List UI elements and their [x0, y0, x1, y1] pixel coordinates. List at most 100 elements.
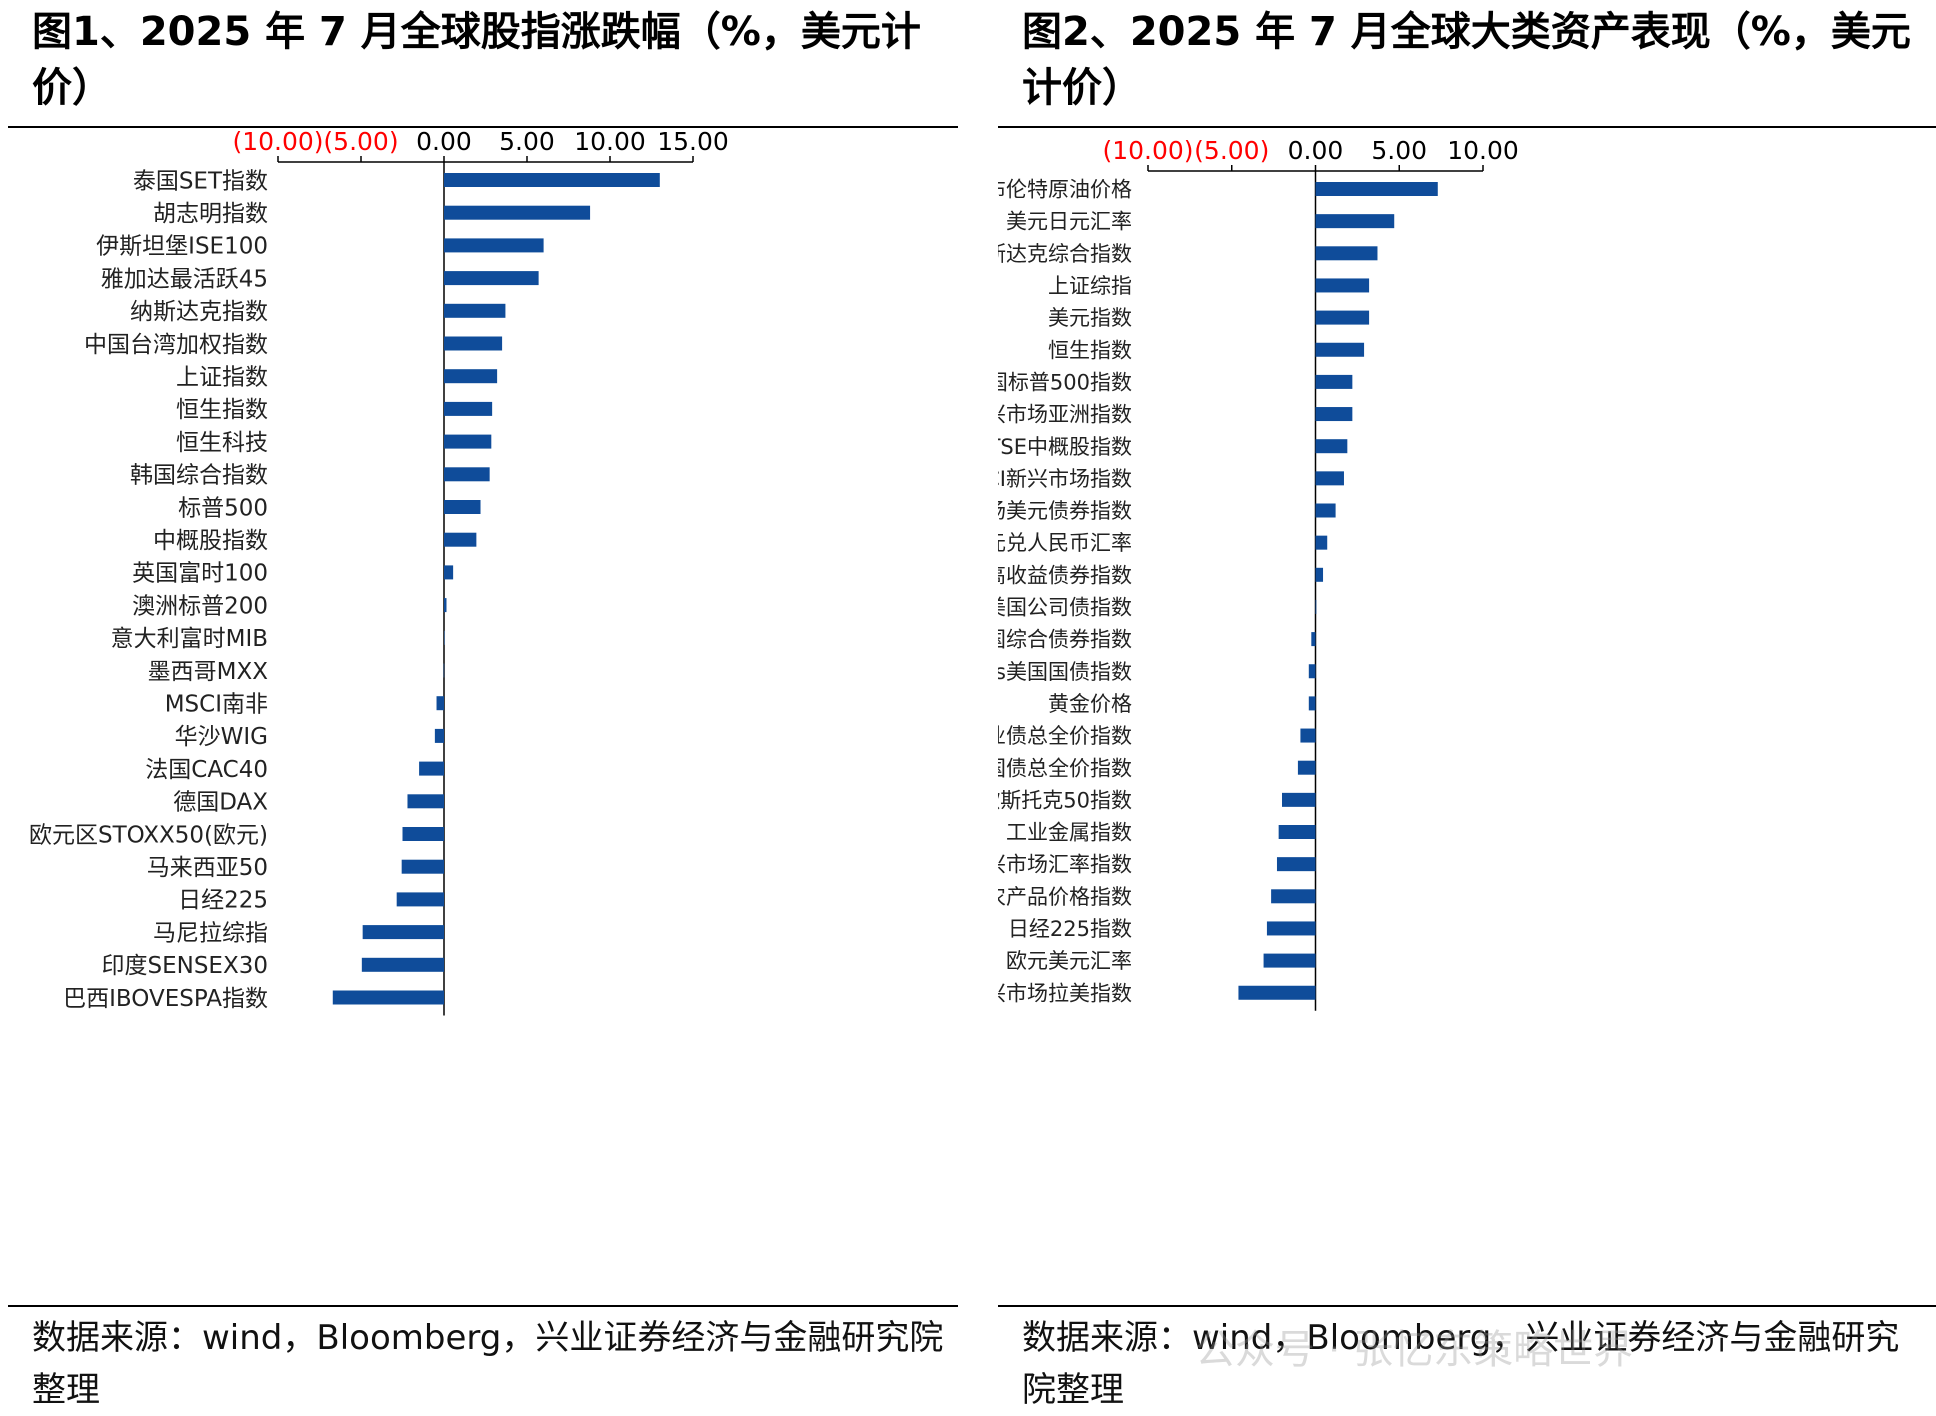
bar: [1315, 342, 1365, 357]
bar: [444, 369, 498, 384]
category-label: 中国台湾加权指数: [84, 332, 268, 358]
category-label: MSCI新兴市场指数: [998, 467, 1132, 491]
category-label: 马来西亚50: [147, 855, 268, 881]
bar: [1315, 535, 1328, 550]
chart-panel-2: 图2、2025 年 7 月全球大类资产表现（%，美元计价） (10.00) (5.…: [998, 0, 1936, 1413]
category-label: 欧元区STOXX50(欧元): [29, 822, 268, 848]
bar: [434, 728, 444, 743]
bar: [444, 271, 539, 286]
bar: [1315, 182, 1438, 196]
bar: [1311, 632, 1316, 647]
bar: [444, 401, 493, 416]
source-note: 数据来源：wind，Bloomberg，兴业证券经济与金融研究院整理: [1022, 1318, 1900, 1410]
category-label: 意大利富时MIB: [111, 626, 268, 652]
source-rule: [998, 1305, 1936, 1307]
bar: [1282, 792, 1316, 807]
bar: [1315, 471, 1344, 486]
category-label: 巴西IBOVESPA指数: [63, 986, 268, 1012]
category-label: 上证指数: [176, 364, 268, 390]
category-label: MSCI新兴市场拉美指数: [998, 981, 1132, 1005]
category-label: MSCI新兴市场亚洲指数: [998, 403, 1132, 427]
category-label: 恒生科技: [176, 430, 268, 456]
category-label: S&P/GSCI 工业金属指数: [998, 821, 1132, 845]
x-tick-label: (10.00): [232, 130, 323, 156]
x-tick-label: 10.00: [574, 130, 646, 156]
category-label: Barclays美国综合债券指数: [998, 628, 1132, 652]
bar: [443, 663, 445, 678]
source-note: 数据来源：wind，Bloomberg，兴业证券经济与金融研究院整理: [32, 1318, 944, 1410]
bar: [444, 467, 490, 482]
x-tick-label: 15.00: [657, 130, 729, 156]
x-tick-label: (5.00): [323, 130, 398, 156]
bar: [444, 434, 492, 449]
bar: [1271, 889, 1316, 904]
chart-title: 图1、2025 年 7 月全球股指涨跌幅（%，美元计价）: [32, 9, 921, 111]
title-rule: [998, 126, 1936, 128]
bar: [1315, 214, 1395, 229]
category-label: 中概股指数: [153, 528, 268, 554]
bar: [1315, 407, 1353, 422]
category-label: 美元日元汇率: [1006, 210, 1132, 234]
x-tick-label: (10.00): [1102, 136, 1193, 165]
category-label: S&P/GSCI 农产品价格指数: [998, 885, 1132, 909]
x-tick-label: 0.00: [416, 130, 472, 156]
category-label: 澳洲标普200: [132, 593, 268, 619]
chart-panel-1: 图1、2025 年 7 月全球股指涨跌幅（%，美元计价） (10.00) (5.0…: [8, 0, 958, 1413]
category-label: 美国标普500指数: [998, 370, 1132, 394]
bar: [332, 990, 444, 1005]
x-tick-label: (5.00): [1194, 136, 1269, 165]
category-label: Barclays美国公司债指数: [998, 596, 1132, 620]
bar: [1263, 953, 1316, 968]
category-label: 伊斯坦堡ISE100: [96, 234, 268, 260]
bar: [444, 303, 506, 318]
bar: [361, 957, 444, 972]
category-label: 恒生指数: [176, 397, 268, 423]
x-tick-label: 0.00: [1288, 136, 1344, 165]
bar: [1278, 825, 1316, 839]
category-label: 上证综指: [1048, 274, 1132, 298]
category-label: 德国DAX: [173, 790, 268, 816]
bar: [1315, 567, 1324, 582]
category-label: 布伦特原油价格: [998, 178, 1132, 202]
bar: [396, 892, 444, 907]
category-label: 马尼拉综指: [153, 920, 268, 946]
category-label: 黄金价格: [1048, 692, 1132, 716]
chart-title: 图2、2025 年 7 月全球大类资产表现（%，美元计价）: [1022, 9, 1911, 111]
bar: [1315, 246, 1378, 261]
category-label: 美元兑人民币汇率: [998, 531, 1132, 555]
category-label: 法国CAC40: [145, 757, 268, 783]
bar: [444, 173, 660, 187]
category-label: Barclays美国国债指数: [998, 660, 1132, 684]
bar: [1308, 664, 1316, 679]
category-label: 美元指数: [1048, 306, 1132, 330]
bar: [1315, 310, 1370, 325]
bar: [1266, 921, 1316, 936]
category-label: 英国富时100: [132, 561, 268, 587]
category-label: 中国企业债总全价指数: [998, 724, 1132, 748]
bar: [1315, 503, 1336, 518]
bar: [1315, 278, 1370, 293]
bar: [407, 794, 444, 809]
title-rule: [8, 126, 958, 128]
source-rule: [8, 1305, 958, 1307]
category-label: 日经225指数: [1008, 917, 1132, 941]
bar: [444, 598, 447, 613]
bar: [444, 630, 445, 645]
x-tick-label: 5.00: [1371, 136, 1427, 165]
bar: [436, 696, 444, 711]
x-tick-label: 5.00: [499, 130, 555, 156]
bar: [419, 761, 444, 776]
bar: [444, 565, 454, 580]
category-label: 胡志明指数: [153, 201, 268, 227]
bar: [444, 205, 591, 220]
bar-chart-asset-classes: (10.00)(5.00) 0.00 5.00 10.00 布伦特原油价格美元日元汇率纳…: [998, 136, 1519, 1011]
bar: [1308, 696, 1316, 711]
bar: [1238, 985, 1316, 1000]
bar: [1315, 599, 1317, 614]
category-label: 墨西哥MXX: [148, 659, 269, 685]
bar: [444, 500, 481, 514]
bar: [1300, 728, 1316, 743]
category-label: 纳斯达克综合指数: [998, 242, 1132, 266]
category-label: FTSE中概股指数: [998, 435, 1132, 459]
bar-chart-global-indices: (10.00) (5.00) 0.00 5.00 10.00 15.00 泰国SET指数胡志…: [29, 130, 729, 1016]
